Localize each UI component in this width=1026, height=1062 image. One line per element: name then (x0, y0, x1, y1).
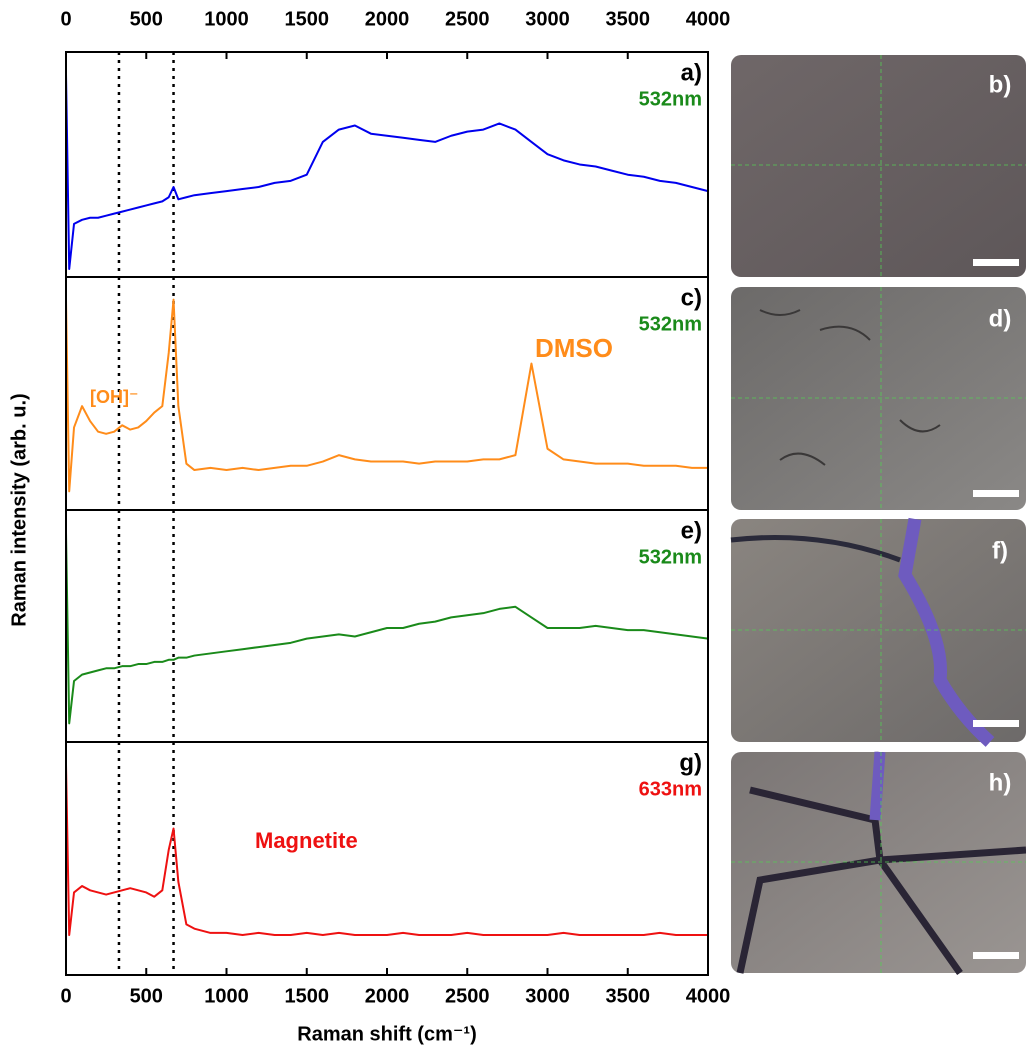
spectrum-line (66, 765, 708, 935)
micrograph-h: h) (731, 752, 1026, 973)
x-tick-label: 500 (130, 985, 163, 1007)
image-label: f) (992, 537, 1008, 564)
x-tick-label: 2000 (365, 985, 410, 1007)
figure: Raman intensity (arb. u.) b) d) f) h) a)… (0, 0, 1026, 1057)
image-label: b) (989, 71, 1012, 98)
laser-label: 532nm (639, 313, 702, 335)
x-tick-label: 0 (60, 8, 71, 30)
micrograph-d: d) (731, 287, 1026, 510)
x-tick-label: 4000 (686, 8, 731, 30)
x-tick-label: 2500 (445, 985, 490, 1007)
annotation: DMSO (535, 333, 613, 363)
x-tick-label: 2500 (445, 8, 490, 30)
panel-label: e) (681, 517, 702, 544)
x-tick-label: 4000 (686, 985, 731, 1007)
spectrum-line (66, 300, 708, 492)
laser-label: 633nm (639, 778, 702, 800)
x-tick-label: 1500 (285, 8, 330, 30)
x-tick-label: 3000 (525, 8, 570, 30)
y-axis-label: Raman intensity (arb. u.) (8, 393, 30, 626)
x-tick-label: 0 (60, 985, 71, 1007)
annotation: Magnetite (255, 828, 358, 853)
panel-frame (66, 277, 708, 510)
x-tick-label: 1500 (285, 985, 330, 1007)
image-label: d) (989, 305, 1012, 332)
annotation: [OH]⁻ (90, 387, 139, 407)
panel-frame (66, 52, 708, 277)
panel-frame (66, 510, 708, 742)
x-tick-label: 3500 (606, 8, 651, 30)
x-axis-label: Raman shift (cm⁻¹) (297, 1023, 476, 1045)
panel-frame (66, 742, 708, 975)
image-label: h) (989, 769, 1012, 796)
x-tick-label: 1000 (204, 8, 249, 30)
panel-label: a) (681, 59, 702, 86)
spectrum-line (66, 74, 708, 269)
micrograph-b: b) (731, 55, 1026, 277)
micrograph-f: f) (731, 519, 1026, 742)
laser-label: 532nm (639, 546, 702, 568)
x-tick-label: 500 (130, 8, 163, 30)
spectrum-line (66, 533, 708, 724)
x-tick-label: 1000 (204, 985, 249, 1007)
x-tick-label: 3500 (606, 985, 651, 1007)
panel-label: g) (679, 749, 702, 776)
laser-label: 532nm (639, 88, 702, 110)
x-tick-label: 2000 (365, 8, 410, 30)
x-tick-label: 3000 (525, 985, 570, 1007)
page: {"figure": {"ylabel": "Raman intensity (… (0, 0, 1026, 1062)
panel-label: c) (681, 284, 702, 311)
